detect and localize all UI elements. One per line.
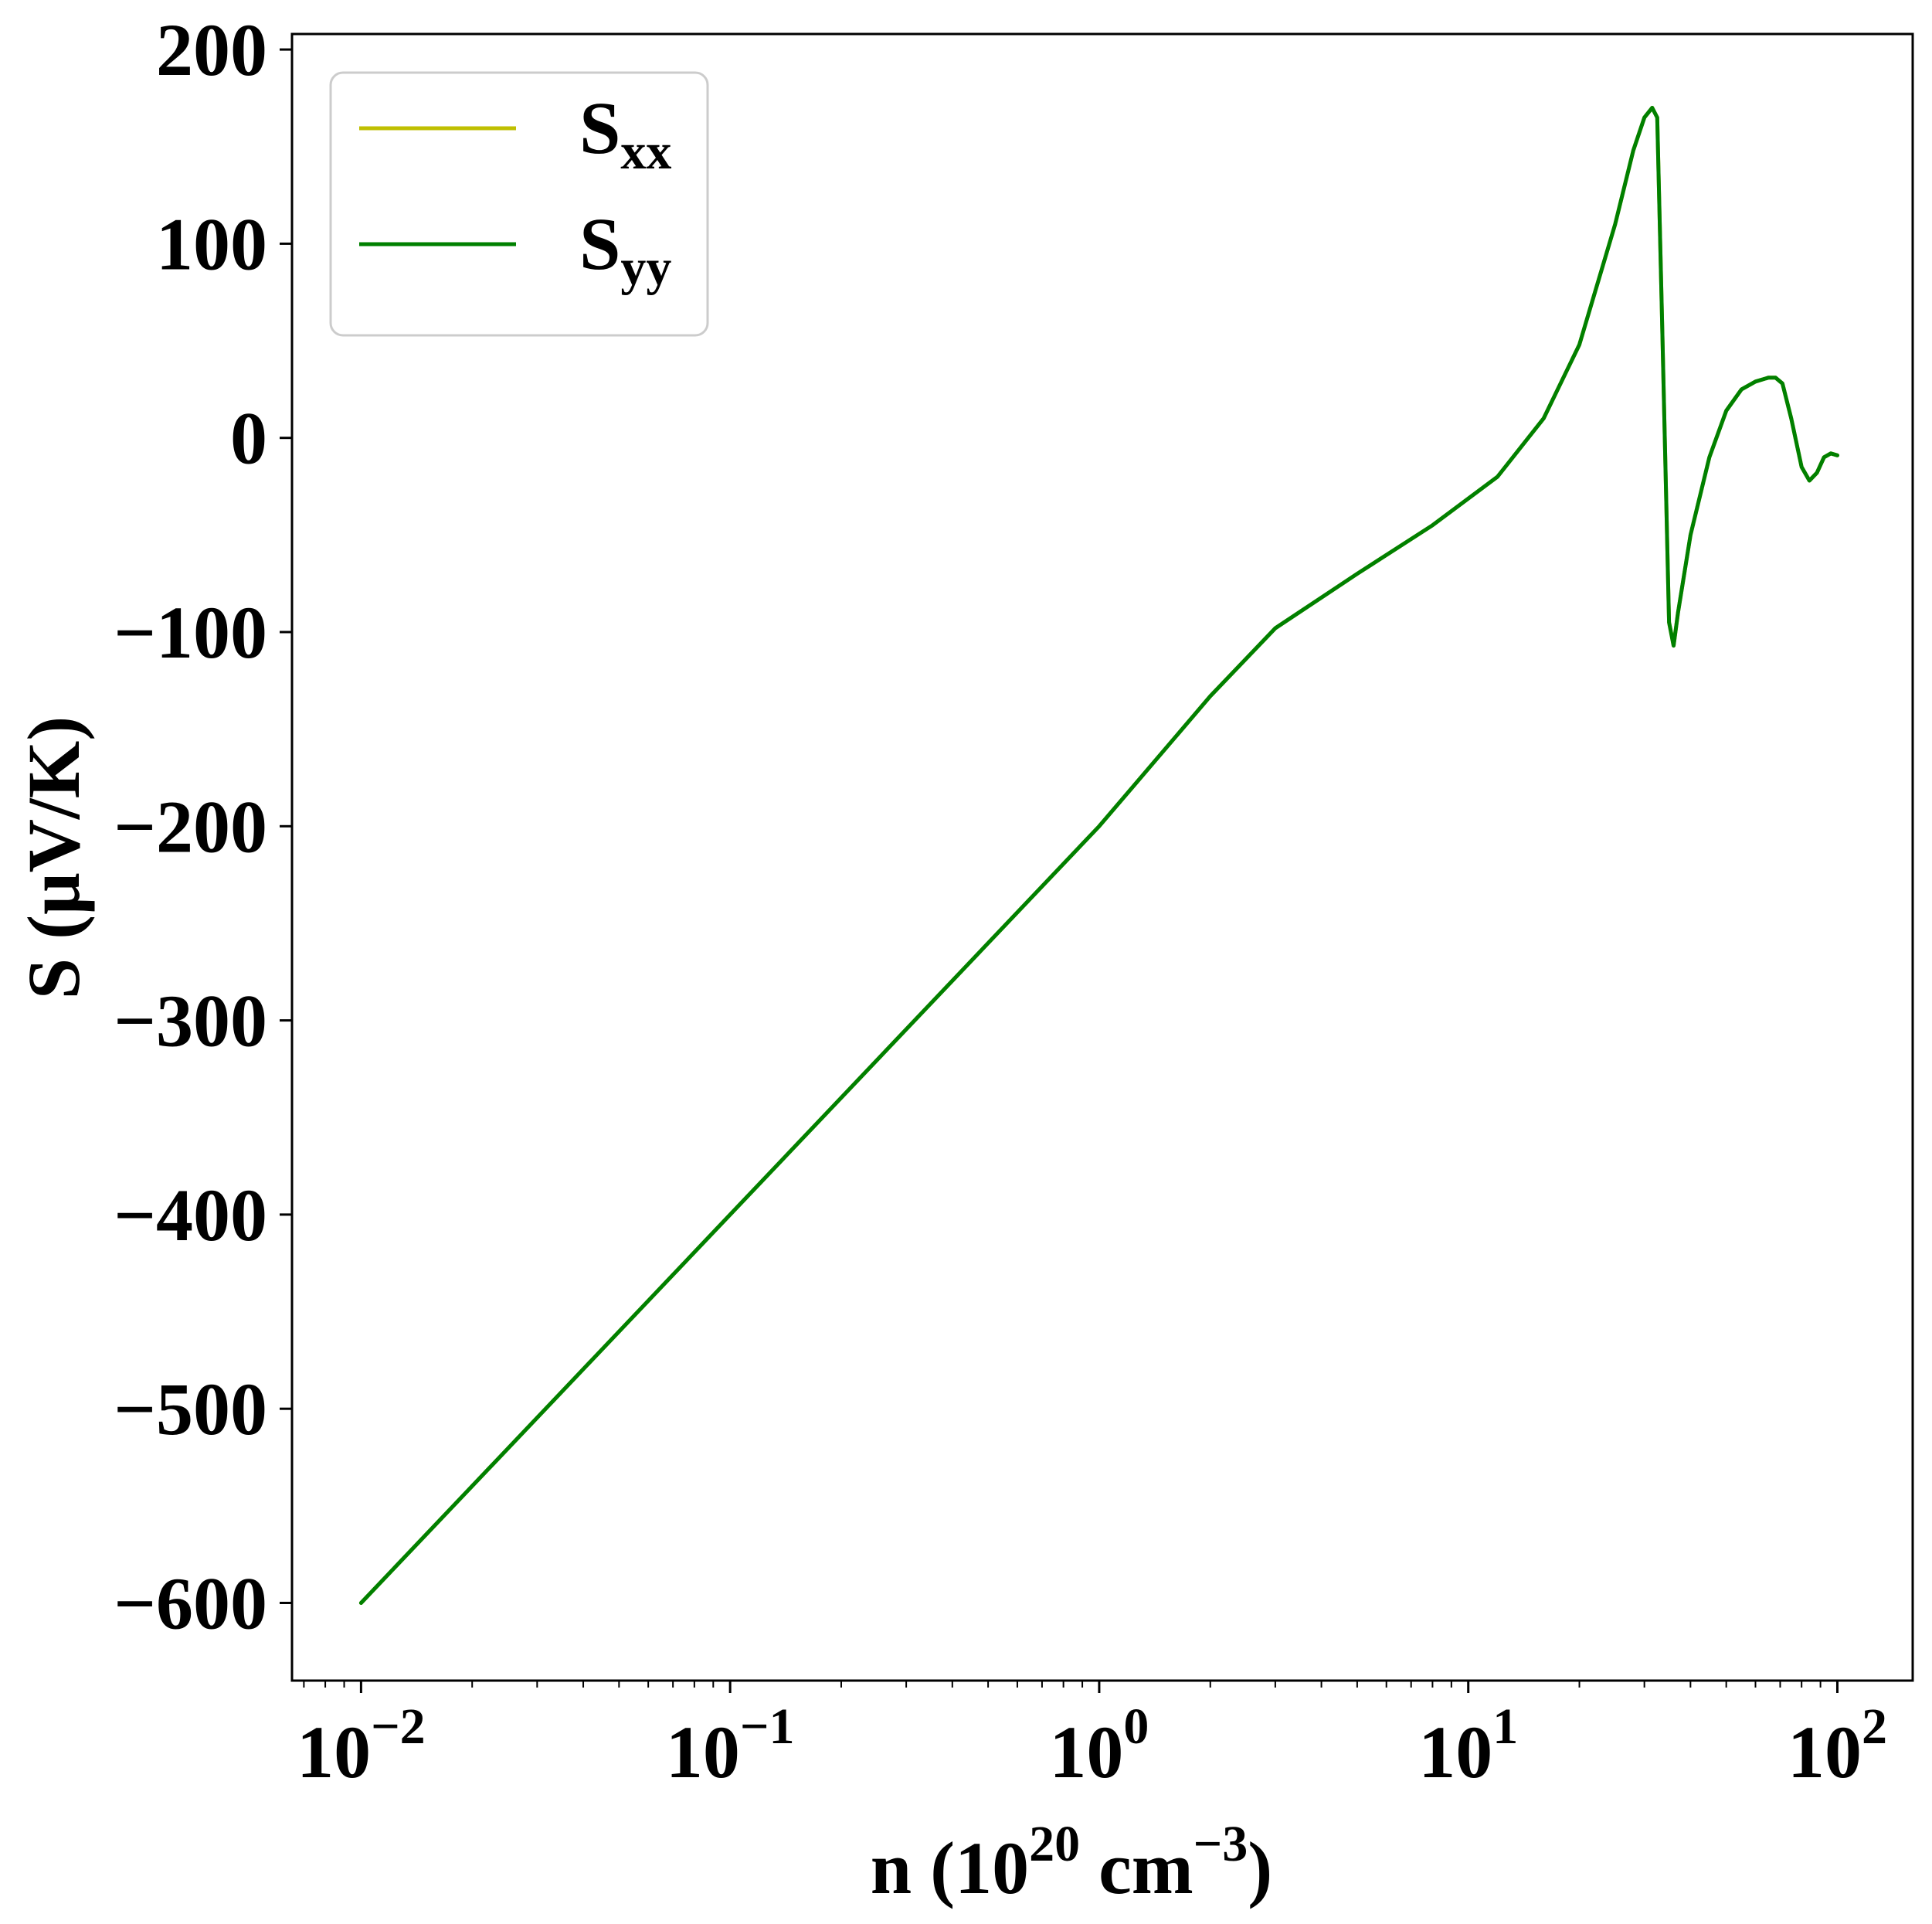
y-tick-label: −100 — [114, 591, 267, 674]
legend-label-sxx: Sxx — [579, 87, 671, 180]
x-tick-label: 10−1 — [666, 1698, 795, 1793]
series-line-syy — [358, 106, 1839, 1605]
x-axis: 10−2 10−1 100 101 102 — [297, 1681, 1887, 1793]
legend-box — [329, 71, 709, 337]
y-tick-label: −300 — [114, 980, 267, 1062]
x-axis-label-sup: −3 — [1193, 1816, 1248, 1872]
y-tick-label: 100 — [156, 202, 267, 285]
y-tick-label: −200 — [114, 785, 267, 868]
x-tick-label: 101 — [1418, 1698, 1518, 1793]
y-tick-label: −500 — [114, 1368, 267, 1450]
x-tick-label: 100 — [1049, 1698, 1149, 1793]
y-tick-label: 0 — [230, 397, 267, 480]
legend-label-syy: Syy — [579, 202, 671, 296]
x-axis-label: n (1020 cm−3) — [871, 1816, 1273, 1909]
plot-frame — [290, 32, 1914, 1682]
y-tick-label: 200 — [156, 8, 267, 91]
x-tick-label: 10−2 — [297, 1698, 426, 1793]
y-tick-label: −400 — [114, 1174, 267, 1256]
legend: Sxx Syy — [329, 71, 709, 337]
x-tick-label: 102 — [1788, 1698, 1887, 1793]
y-tick-label: −600 — [114, 1562, 267, 1644]
x-axis-label-sup: 20 — [1029, 1816, 1080, 1872]
series-layer — [358, 106, 1839, 1605]
y-axis: 200 100 0 −100 −200 −300 −400 −500 −600 — [114, 8, 292, 1644]
y-axis-label: S (μV/K) — [12, 716, 95, 999]
